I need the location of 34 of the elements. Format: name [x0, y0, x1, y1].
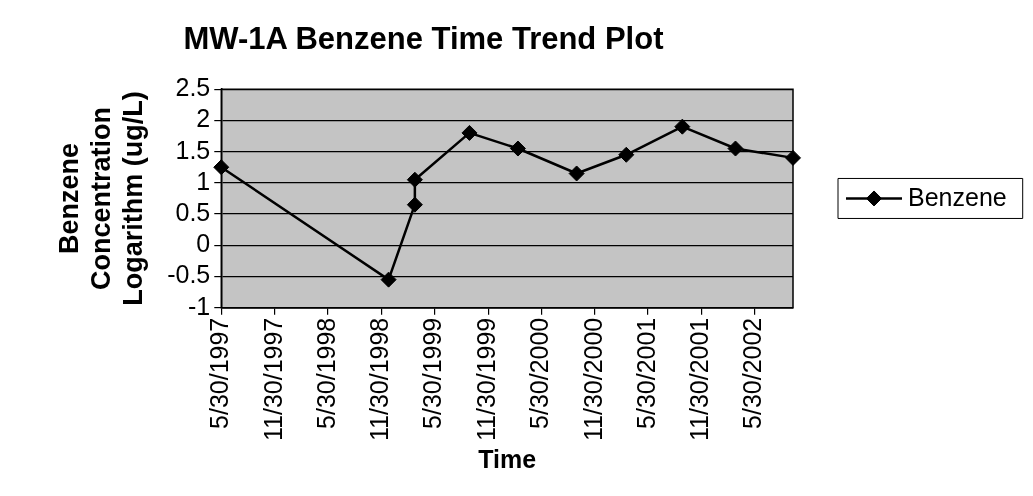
legend-label: Benzene [908, 183, 1007, 212]
y-tick-label: 1.5 [175, 135, 211, 164]
point [380, 271, 397, 288]
y-axis-title: Benzene Concentration Logarithm (ug/L) [53, 91, 149, 306]
point [213, 159, 230, 176]
x-tick-label: 5/30/1997 [205, 317, 234, 429]
y-tick-label: 0.5 [175, 197, 211, 226]
point [727, 140, 744, 157]
point [618, 146, 635, 163]
x-tick-label: 5/30/2000 [525, 317, 554, 429]
y-tick-label: 0 [196, 229, 211, 258]
y-tick-label: -0.5 [167, 260, 211, 289]
x-tick-label: 11/30/1998 [365, 317, 394, 442]
point [406, 196, 423, 213]
point [568, 165, 585, 182]
point [509, 140, 526, 157]
x-tick-label: 11/30/1997 [258, 317, 287, 442]
point [674, 118, 691, 135]
x-tick-label: 5/30/1998 [311, 317, 340, 429]
y-tick-label: -1 [188, 291, 211, 320]
x-tick-label: 11/30/2000 [578, 317, 607, 442]
y-tick-label: 1 [196, 166, 211, 195]
x-tick-label: 5/30/2001 [631, 317, 660, 429]
x-tick-label: 11/30/2001 [685, 317, 714, 442]
x-tick-label: 5/30/1999 [418, 317, 447, 429]
x-axis-title: Time [478, 444, 537, 473]
x-tick-label: 11/30/1999 [472, 317, 501, 442]
point [461, 124, 478, 141]
y-tick-label: 2 [196, 104, 211, 133]
point [406, 171, 423, 188]
chart-title: MW-1A Benzene Time Trend Plot [183, 21, 664, 57]
x-tick-label: 5/30/2002 [738, 317, 767, 429]
y-tick-label: 2.5 [175, 73, 211, 102]
point [785, 149, 801, 166]
